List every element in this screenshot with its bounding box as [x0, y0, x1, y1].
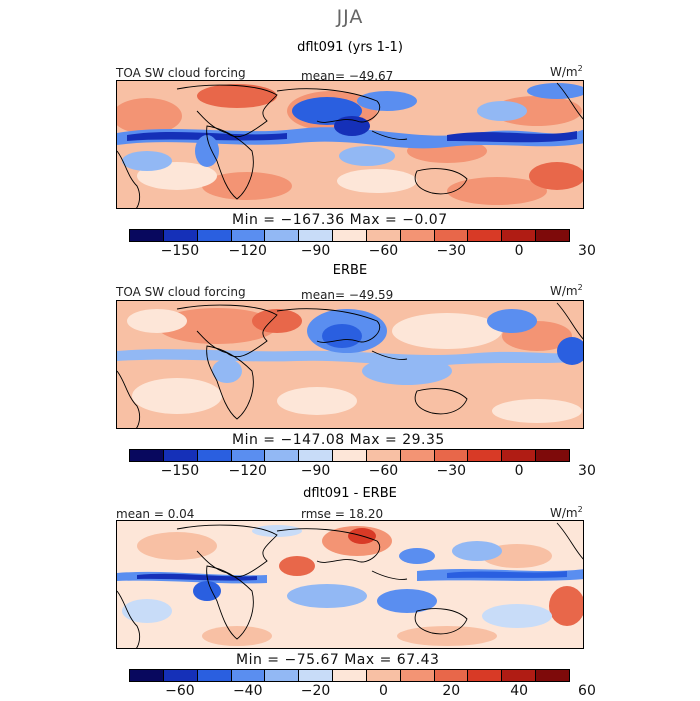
colorbar-tick-label: 0 — [378, 683, 388, 699]
panel-3-map — [116, 520, 584, 649]
colorbar-tick-label: 60 — [578, 683, 596, 699]
colorbar-swatch — [130, 670, 164, 681]
colorbar-swatch — [502, 450, 537, 461]
page-title: JJA — [336, 6, 364, 28]
colorbar-tick-label: −20 — [300, 683, 331, 699]
colorbar-swatch — [197, 670, 232, 681]
colorbar-swatch — [468, 450, 503, 461]
colorbar-swatch — [434, 450, 469, 461]
panel-3-colorbar — [129, 669, 570, 682]
panel-3-min-max: Min = −75.67 Max = 67.43 — [236, 652, 440, 668]
panel-1-min-max: Min = −167.36 Max = −0.07 — [232, 212, 448, 228]
colorbar-swatch — [197, 450, 232, 461]
colorbar-tick-label: −150 — [160, 463, 200, 479]
colorbar-swatch — [333, 670, 367, 681]
colorbar-swatch — [130, 230, 164, 241]
colorbar-swatch — [130, 450, 164, 461]
colorbar-swatch — [299, 230, 334, 241]
panel-1-colorbar — [129, 229, 570, 242]
panel-2-map-svg — [117, 301, 583, 428]
colorbar-swatch — [366, 230, 401, 241]
panel-1-map — [116, 80, 584, 209]
colorbar-tick-label: 30 — [578, 463, 596, 479]
colorbar-swatch — [231, 670, 266, 681]
colorbar-tick-label: −60 — [165, 683, 195, 699]
colorbar-tick-label: −30 — [436, 243, 467, 259]
panel-3-title: dflt091 - ERBE — [303, 486, 397, 501]
colorbar-swatch — [502, 670, 537, 681]
colorbar-swatch — [231, 230, 266, 241]
panel-2-units-label: W/m2 — [550, 283, 583, 298]
colorbar-swatch — [366, 670, 401, 681]
colorbar-swatch — [265, 670, 300, 681]
colorbar-tick-label: −60 — [368, 243, 399, 259]
colorbar-swatch — [197, 230, 232, 241]
colorbar-swatch — [400, 670, 435, 681]
colorbar-tick-label: 20 — [442, 683, 461, 699]
colorbar-swatch — [163, 450, 198, 461]
colorbar-swatch — [536, 450, 569, 461]
colorbar-tick-label: 30 — [578, 243, 596, 259]
colorbar-tick-label: −40 — [232, 683, 263, 699]
panel-2-colorbar — [129, 449, 570, 462]
colorbar-swatch — [265, 450, 300, 461]
colorbar-tick-label: −90 — [300, 243, 331, 259]
colorbar-tick-label: −150 — [160, 243, 200, 259]
colorbar-tick-label: 40 — [510, 683, 529, 699]
colorbar-swatch — [434, 670, 469, 681]
panel-2-mean-label: mean= −49.59 — [301, 288, 394, 302]
panel-2-min-max: Min = −147.08 Max = 29.35 — [232, 432, 445, 448]
colorbar-tick-label: −90 — [300, 463, 331, 479]
panel-1-map-svg — [117, 81, 583, 208]
colorbar-swatch — [333, 450, 367, 461]
colorbar-swatch — [536, 230, 569, 241]
colorbar-swatch — [468, 670, 503, 681]
panel-1-title: dflt091 (yrs 1-1) — [297, 40, 403, 55]
panel-1-units-label: W/m2 — [550, 64, 583, 79]
colorbar-swatch — [366, 450, 401, 461]
colorbar-swatch — [299, 450, 334, 461]
colorbar-swatch — [163, 670, 198, 681]
colorbar-swatch — [400, 230, 435, 241]
panel-2-title: ERBE — [332, 263, 368, 278]
colorbar-swatch — [468, 230, 503, 241]
colorbar-swatch — [163, 230, 198, 241]
panel-1-mean-label: mean= −49.67 — [301, 69, 394, 83]
colorbar-swatch — [536, 670, 569, 681]
colorbar-tick-label: −30 — [436, 463, 467, 479]
colorbar-swatch — [265, 230, 300, 241]
panel-1-variable-label: TOA SW cloud forcing — [116, 66, 246, 80]
colorbar-tick-label: 0 — [514, 463, 524, 479]
panel-2-variable-label: TOA SW cloud forcing — [116, 285, 246, 299]
panel-3-mean-label: mean = 0.04 — [116, 507, 195, 521]
panel-3-units-label: W/m2 — [550, 505, 583, 520]
colorbar-swatch — [434, 230, 469, 241]
colorbar-tick-label: −120 — [228, 243, 267, 259]
colorbar-swatch — [231, 450, 266, 461]
panel-3-map-svg — [117, 521, 583, 648]
colorbar-swatch — [299, 670, 334, 681]
colorbar-tick-label: −60 — [368, 463, 399, 479]
panel-3-rmse-label: rmse = 18.20 — [301, 507, 384, 521]
colorbar-swatch — [333, 230, 367, 241]
colorbar-tick-label: 0 — [514, 243, 524, 259]
panel-2-map — [116, 300, 584, 429]
colorbar-tick-label: −120 — [228, 463, 267, 479]
colorbar-swatch — [400, 450, 435, 461]
colorbar-swatch — [502, 230, 537, 241]
